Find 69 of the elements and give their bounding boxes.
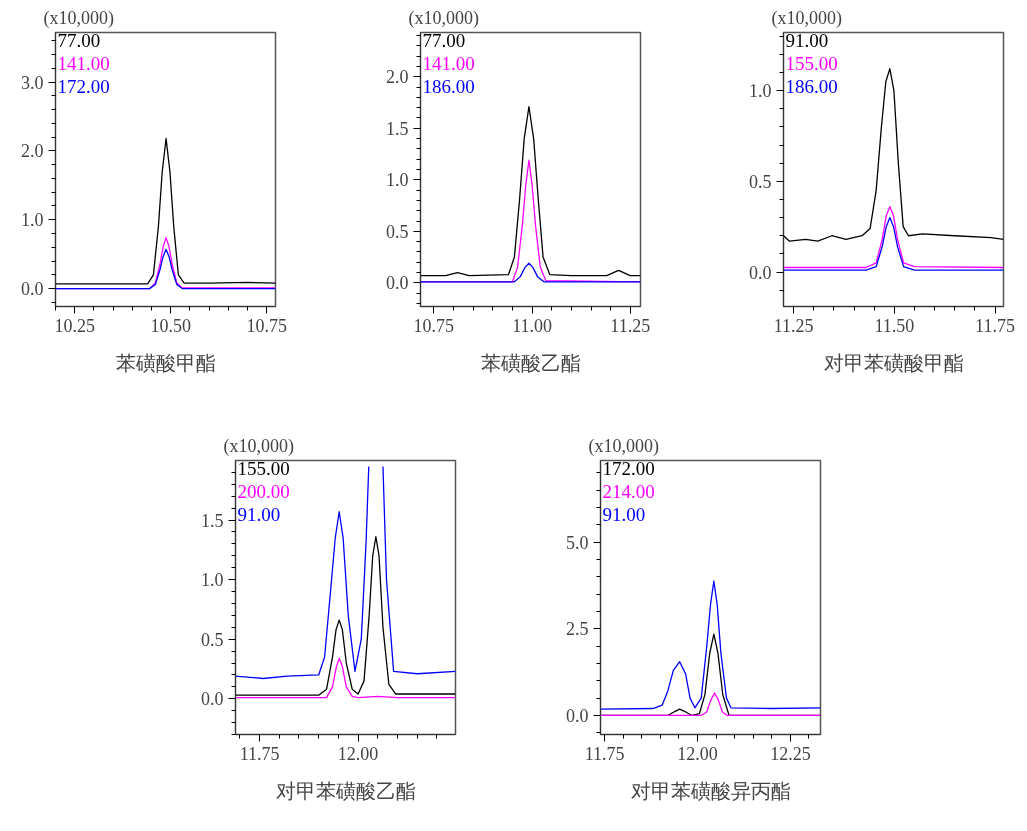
text: 186.00 (785, 75, 838, 97)
line-series (55, 137, 276, 285)
line-series (783, 216, 1004, 271)
y-tick-label: 1.0 (749, 81, 772, 102)
text: 214.00 (602, 480, 655, 502)
y-tick-label: 0.0 (566, 705, 589, 726)
text: 苯磺酸乙酯 (480, 351, 581, 374)
x-tick-label: 11.25 (773, 315, 814, 336)
x-tick-label: 12.00 (677, 743, 718, 764)
line-series (783, 206, 1004, 269)
text: 对甲苯磺酸异丙酯 (630, 779, 791, 802)
text: 172.00 (602, 457, 655, 479)
x-tick-label: 10.75 (246, 315, 287, 336)
text: 77.00 (422, 29, 466, 51)
text: 186.00 (422, 75, 475, 97)
line-series (235, 657, 456, 699)
x-tick-label: 11.25 (610, 315, 651, 336)
y-tick-label: 0.5 (386, 221, 409, 242)
line-series (783, 68, 1004, 242)
y-tick-label: 0.0 (386, 273, 409, 294)
y-tick-label: 1.0 (21, 210, 44, 231)
text: 91.00 (785, 29, 829, 51)
y-tick-label: 0.0 (749, 262, 772, 283)
y-tick-label: 5.0 (566, 532, 589, 553)
y-tick-label: 2.0 (386, 67, 409, 88)
x-tick-label: 12.25 (770, 743, 811, 764)
text: 155.00 (237, 457, 290, 479)
y-tick-label: 0.5 (201, 629, 224, 650)
y-tick-label: 2.0 (21, 141, 44, 162)
y-tick-label: 0.5 (749, 171, 772, 192)
x-tick-label: 11.75 (584, 743, 625, 764)
x-tick-label: 10.75 (413, 315, 455, 336)
x-tick-label: 11.00 (512, 315, 552, 336)
y-tick-label: 0.0 (201, 689, 224, 710)
line-series (235, 536, 456, 696)
line-series (600, 580, 821, 710)
text: 141.00 (422, 52, 475, 74)
y-tick-label: 1.0 (201, 570, 224, 591)
y-axis-title: (x10,000) (588, 435, 659, 457)
y-tick-label: 1.5 (201, 510, 224, 531)
text: 对甲苯磺酸乙酯 (275, 779, 416, 802)
y-axis-title: (x10,000) (223, 435, 294, 457)
text: 200.00 (237, 480, 290, 502)
x-tick-label: 11.50 (874, 315, 915, 336)
line-series (55, 248, 276, 290)
text: 77.00 (57, 29, 101, 51)
y-tick-label: 1.0 (386, 170, 409, 191)
x-tick-label: 10.50 (150, 315, 191, 336)
y-tick-label: 3.0 (21, 72, 44, 93)
line-series (420, 262, 641, 283)
y-axis-title: (x10,000) (408, 7, 479, 29)
text: 苯磺酸甲酯 (115, 351, 216, 374)
x-tick-label: 10.25 (54, 315, 95, 336)
y-tick-label: 1.5 (386, 118, 409, 139)
y-tick-label: 0.0 (21, 279, 44, 300)
x-tick-label: 11.75 (975, 315, 1015, 336)
y-axis-title: (x10,000) (43, 7, 114, 29)
text: 对甲苯磺酸甲酯 (823, 351, 964, 374)
y-tick-label: 2.5 (566, 619, 589, 640)
y-axis-title: (x10,000) (771, 7, 842, 29)
text: 91.00 (602, 503, 646, 525)
line-series (600, 692, 821, 717)
line-series (420, 106, 641, 277)
x-tick-label: 11.75 (239, 743, 280, 764)
x-tick-label: 12.00 (337, 743, 379, 764)
text: 155.00 (785, 52, 838, 74)
text: 141.00 (57, 52, 110, 74)
text: 172.00 (57, 75, 110, 97)
text: 91.00 (237, 503, 281, 525)
